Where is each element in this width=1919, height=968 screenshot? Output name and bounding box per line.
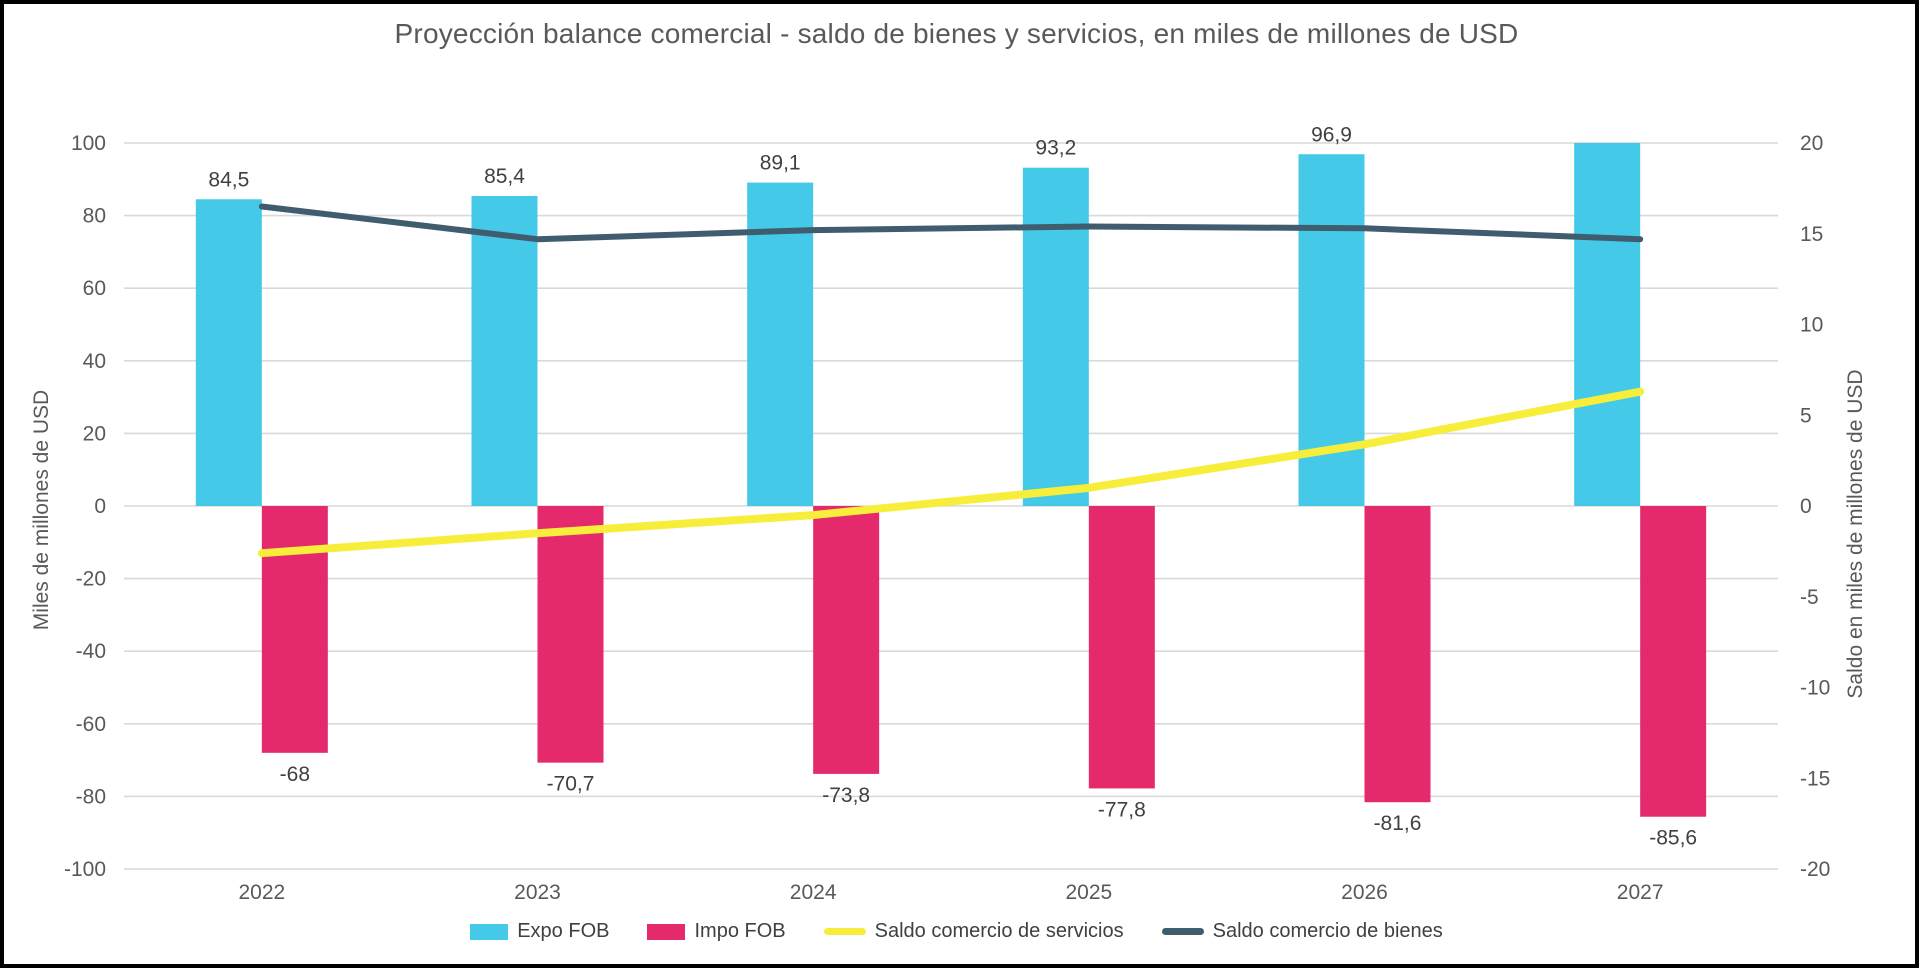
data-label: -68	[280, 763, 310, 786]
right-tick-label: -15	[1800, 767, 1830, 790]
x-tick-label: 2026	[1341, 881, 1388, 904]
bar	[261, 506, 328, 753]
legend-swatch-bar	[470, 923, 509, 940]
data-label: -70,7	[547, 773, 595, 796]
left-tick-label: 60	[83, 277, 106, 300]
left-tick-label: -40	[76, 640, 106, 663]
data-label: 93,2	[1035, 137, 1076, 160]
x-tick-label: 2027	[1617, 881, 1664, 904]
right-tick-label: 5	[1800, 404, 1812, 427]
legend-label: Saldo comercio de bienes	[1212, 920, 1443, 942]
x-tick-label: 2024	[790, 881, 837, 904]
data-label: 96,9	[1311, 123, 1352, 146]
line-saldo-comercio-de-bienes	[258, 203, 1644, 243]
x-tick-label: 2022	[238, 881, 285, 904]
legend-item: Saldo comercio de bienes	[1161, 920, 1443, 943]
right-tick-label: -5	[1800, 586, 1819, 609]
x-axis-labels: 2022 2023 2024 2025 2026 2027	[238, 881, 1663, 904]
x-tick-label: 2025	[1065, 881, 1112, 904]
bar	[1364, 506, 1431, 803]
chart-title: Proyección balance comercial - saldo de …	[394, 18, 1519, 49]
bar	[1574, 143, 1641, 506]
legend: Expo FOB Impo FOB Saldo comercio de servic…	[4, 920, 1909, 943]
line-saldo-comercio-de-servicios	[257, 387, 1645, 558]
data-label: 84,5	[208, 168, 249, 191]
left-tick-label: -20	[76, 568, 106, 591]
legend-item: Expo FOB	[470, 920, 609, 943]
legend-swatch-bar	[647, 923, 686, 940]
left-tick-label: 80	[83, 205, 106, 228]
right-tick-label: -10	[1800, 677, 1830, 700]
data-label: -85,6	[1649, 827, 1697, 850]
left-tick-label: 0	[94, 495, 106, 518]
legend-label: Expo FOB	[517, 920, 610, 942]
bar	[537, 506, 604, 763]
bar	[1088, 506, 1155, 789]
right-tick-label: 15	[1800, 223, 1823, 246]
bars-impo-fob: -68 -70,7 -73,8 -77,8 -81,6 -85,6	[261, 506, 1707, 850]
left-tick-label: 20	[83, 422, 106, 445]
left-tick-label: 100	[71, 132, 106, 155]
data-label: -73,8	[822, 784, 870, 807]
bar	[747, 182, 814, 506]
right-tick-label: 10	[1800, 314, 1823, 337]
right-axis-ticks: 20 15 10 5 0 -5 -10 -15 -20	[1800, 132, 1830, 881]
legend-item: Saldo comercio de servicios	[823, 920, 1124, 943]
left-axis-ticks: 100 80 60 40 20 0 -20 -40 -60 -80 -100	[64, 132, 106, 881]
bar	[813, 506, 880, 774]
data-label: 85,4	[484, 165, 525, 188]
right-tick-label: -20	[1800, 858, 1830, 881]
bar	[195, 199, 262, 506]
legend-swatch-line	[1161, 928, 1204, 935]
left-tick-label: -80	[76, 785, 106, 808]
bar	[471, 195, 538, 507]
legend-label: Impo FOB	[694, 920, 786, 942]
x-tick-label: 2023	[514, 881, 561, 904]
gridlines	[124, 142, 1778, 870]
left-tick-label: -60	[76, 713, 106, 736]
plot-area: 84,5 85,4 89,1 93,2 96,9 -68 -70,7 -73,8 -77,8 -8…	[64, 123, 1830, 904]
data-label: -81,6	[1374, 812, 1422, 835]
legend-item: Impo FOB	[647, 920, 786, 943]
bar	[1640, 506, 1707, 817]
legend-swatch-line	[823, 928, 866, 935]
left-tick-label: 40	[83, 350, 106, 373]
bar	[1022, 167, 1089, 506]
data-label: -77,8	[1098, 798, 1146, 821]
bars-expo-fob: 84,5 85,4 89,1 93,2 96,9	[195, 123, 1641, 507]
right-tick-label: 20	[1800, 132, 1823, 155]
data-label: 89,1	[760, 152, 801, 175]
legend-label: Saldo comercio de servicios	[874, 920, 1124, 942]
right-tick-label: 0	[1800, 495, 1812, 518]
left-tick-label: -100	[64, 858, 106, 881]
